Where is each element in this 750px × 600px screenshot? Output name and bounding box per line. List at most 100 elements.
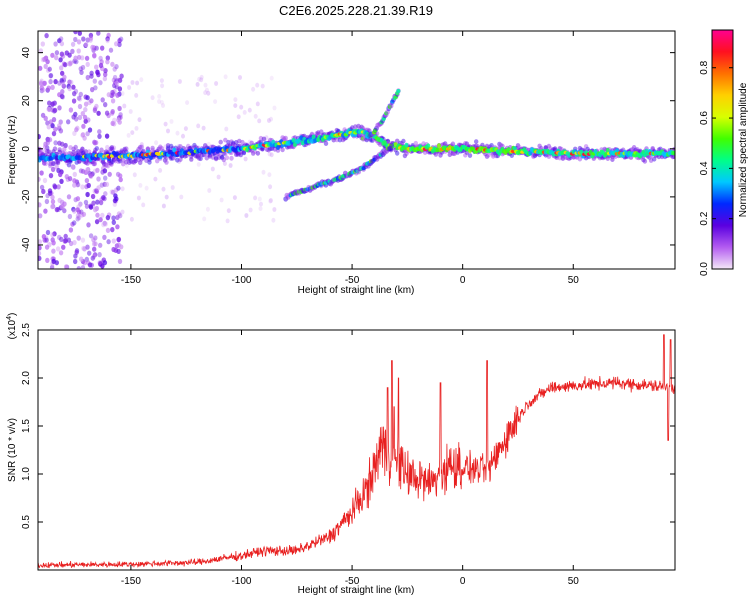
spectrogram-noise-cell bbox=[112, 201, 118, 207]
spectrogram-noise-cell bbox=[50, 199, 56, 205]
spectrogram-noise-cell bbox=[53, 79, 58, 85]
spectrogram-noise-cell bbox=[88, 35, 94, 41]
spectrogram-noise-cell bbox=[72, 171, 78, 177]
x-tick-label: -100 bbox=[231, 275, 251, 286]
spectrogram-noise-cell bbox=[85, 167, 90, 173]
spectrogram-noise-cell bbox=[104, 110, 110, 116]
spectrogram-noise-cell bbox=[242, 110, 247, 115]
spectrogram-noise-cell bbox=[58, 36, 64, 42]
spectrogram-noise-cell bbox=[50, 166, 56, 172]
spectrogram-noise-cell bbox=[269, 75, 274, 81]
spectrogram-noise-cell bbox=[59, 236, 64, 242]
y-tick-label: 2.5 bbox=[21, 323, 32, 337]
spectrogram-noise-cell bbox=[40, 41, 45, 47]
spectrogram-noise-cell bbox=[66, 119, 71, 125]
spectrogram-noise-cell bbox=[196, 162, 201, 167]
spectrogram-noise-cell bbox=[114, 80, 119, 86]
spectrogram-noise-cell bbox=[117, 105, 122, 112]
spectrogram-noise-cell bbox=[62, 74, 67, 80]
spectrogram-noise-cell bbox=[114, 64, 119, 70]
spectrogram-noise-cell bbox=[74, 116, 79, 122]
spectrogram-noise-cell bbox=[103, 221, 108, 227]
spectrogram-noise-cell bbox=[59, 65, 64, 71]
spectrogram-noise-cell bbox=[161, 186, 166, 192]
spectrogram-noise-cell bbox=[60, 70, 65, 76]
spectrogram-noise-cell bbox=[159, 100, 164, 105]
spectrogram-band-halo bbox=[198, 156, 203, 162]
spectrogram-noise-cell bbox=[111, 215, 116, 221]
spectrogram-noise-cell bbox=[203, 90, 208, 96]
spectrogram-noise-cell bbox=[224, 126, 229, 132]
spectrogram-noise-cell bbox=[70, 48, 75, 55]
y-tick-label: -40 bbox=[21, 237, 32, 252]
spectrogram-band-cell bbox=[426, 143, 431, 149]
spectrogram-noise-cell bbox=[93, 241, 98, 247]
spectrogram-noise-cell bbox=[60, 53, 66, 59]
spectrogram-noise-cell bbox=[71, 164, 76, 170]
spectrogram-noise-cell bbox=[181, 133, 185, 139]
spectrogram-noise-cell bbox=[83, 42, 89, 48]
spectrogram-noise-cell bbox=[96, 31, 101, 36]
spectrogram-noise-cell bbox=[86, 222, 91, 228]
spectrogram-noise-cell bbox=[119, 73, 124, 79]
spectrogram-noise-cell bbox=[39, 78, 44, 84]
spectrogram-noise-cell bbox=[117, 86, 123, 92]
spectrogram-noise-cell bbox=[98, 200, 104, 206]
spectrogram-noise-cell bbox=[59, 178, 64, 184]
spectrogram-noise-cell bbox=[247, 107, 252, 113]
spectrogram-noise-cell bbox=[62, 62, 68, 68]
spectrogram-noise-cell bbox=[94, 219, 100, 225]
spectrogram-noise-cell bbox=[48, 119, 54, 125]
spectrogram-noise-cell bbox=[269, 116, 273, 122]
spectrogram-band-halo bbox=[224, 155, 230, 161]
spectrogram-noise-cell bbox=[115, 224, 120, 230]
spectrogram-noise-cell bbox=[117, 258, 123, 264]
spectrogram-noise-cell bbox=[68, 107, 74, 113]
spectrogram-band-cell bbox=[528, 150, 533, 156]
spectrogram-noise-cell bbox=[102, 234, 107, 240]
spectrogram-noise-cell bbox=[93, 235, 98, 241]
spectrogram-noise-cell bbox=[92, 78, 98, 84]
spectrogram-noise-cell bbox=[62, 208, 67, 214]
spectrogram-noise-cell bbox=[248, 207, 253, 213]
spectrogram-band-cell bbox=[158, 154, 163, 160]
spectrogram-noise-cell bbox=[120, 186, 125, 192]
spectrogram-noise-cell bbox=[45, 120, 50, 126]
spectrogram-noise-cell bbox=[267, 118, 271, 123]
spectrogram-noise-cell bbox=[183, 126, 188, 131]
spectrogram-noise-cell bbox=[150, 95, 155, 101]
spectrogram-band-cell bbox=[170, 151, 175, 157]
spectrogram-noise-cell bbox=[88, 204, 94, 210]
spectrogram-band-halo bbox=[42, 160, 47, 166]
spectrogram-noise-cell bbox=[47, 66, 52, 72]
spectrogram-noise-cell bbox=[42, 177, 48, 184]
spectrogram-noise-cell bbox=[255, 101, 260, 107]
spectrogram-noise-cell bbox=[102, 76, 108, 82]
spectrogram-noise-cell bbox=[100, 169, 105, 175]
snr-series-line bbox=[38, 334, 675, 569]
spectrogram-noise-cell bbox=[79, 69, 84, 75]
spectrogram-y-axis-label: Frequency (Hz) bbox=[7, 116, 18, 185]
spectrogram-noise-cell bbox=[105, 215, 111, 221]
spectrogram-noise-cell bbox=[77, 114, 83, 121]
spectrogram-noise-cell bbox=[243, 156, 248, 162]
snr-plot-area bbox=[38, 330, 675, 570]
spectrogram-noise-cell bbox=[98, 62, 104, 69]
spectrogram-noise-cell bbox=[59, 51, 65, 57]
spectrogram-noise-cell bbox=[67, 52, 72, 58]
spectrogram-noise-cell bbox=[76, 48, 81, 54]
spectrogram-noise-cell bbox=[272, 207, 277, 212]
spectrogram-noise-cell bbox=[204, 87, 209, 93]
spectrogram-noise-cell bbox=[179, 194, 184, 200]
spectrogram-band-halo bbox=[260, 146, 265, 152]
spectrogram-noise-cell bbox=[74, 249, 79, 255]
spectrogram-noise-cell bbox=[60, 141, 65, 147]
spectrogram-noise-cell bbox=[77, 103, 83, 110]
spectrogram-noise-cell bbox=[97, 133, 102, 139]
spectrogram-noise-cell bbox=[116, 237, 121, 243]
spectrogram-noise-cell bbox=[185, 100, 190, 105]
spectrogram-noise-cell bbox=[38, 255, 42, 261]
snr-y-axis-label: SNR (10 * v/v) bbox=[7, 418, 18, 482]
spectrogram-noise-cell bbox=[169, 119, 174, 124]
spectrogram-noise-cell bbox=[45, 257, 50, 263]
